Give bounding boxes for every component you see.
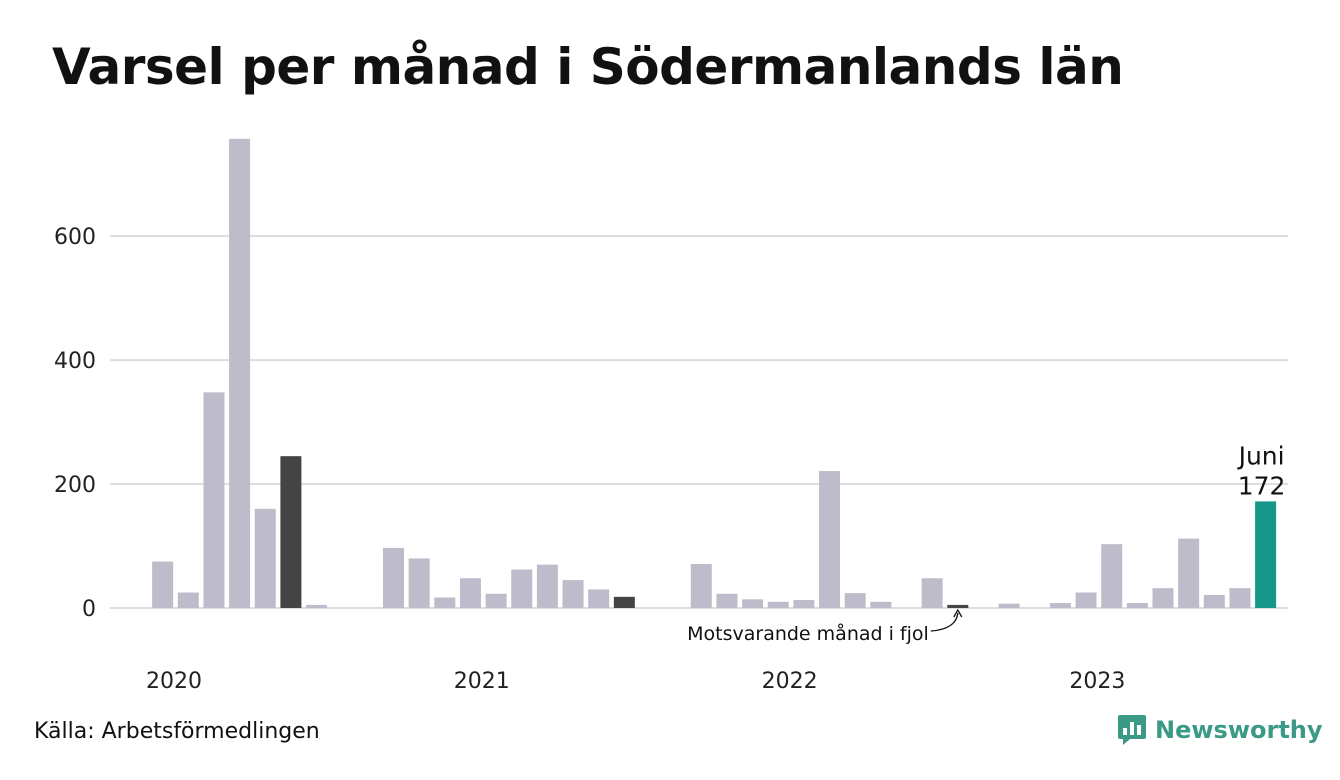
- bar: [1152, 588, 1174, 608]
- bar: [229, 138, 251, 609]
- bar: [152, 561, 174, 608]
- bar: [588, 589, 610, 608]
- bar: [947, 604, 969, 608]
- bar: [1255, 501, 1277, 608]
- bar: [254, 508, 276, 608]
- bar: [434, 597, 456, 608]
- page-title: Varsel per månad i Södermanlands län: [52, 38, 1124, 96]
- y-tick-label: 200: [54, 473, 96, 498]
- bar: [280, 456, 302, 608]
- bar: [844, 593, 866, 608]
- bar: [1203, 594, 1225, 608]
- bar: [1126, 603, 1148, 608]
- bar: [306, 604, 328, 608]
- x-axis-year-labels: 2020 2021 2022 2023: [146, 669, 1125, 694]
- current-month-label: Juni: [1237, 441, 1285, 470]
- y-axis-labels: 0 200 400 600: [54, 225, 96, 622]
- y-tick-label: 0: [82, 597, 96, 622]
- source-note: Källa: Arbetsförmedlingen: [34, 719, 320, 744]
- bar: [793, 599, 815, 608]
- x-year-label: 2020: [146, 669, 202, 694]
- bar: [511, 569, 533, 608]
- current-value-label: 172: [1238, 471, 1286, 500]
- brand-logo: Newsworthy: [1117, 714, 1323, 746]
- annotation-label: Motsvarande månad i fjol: [687, 622, 929, 645]
- bar: [870, 601, 892, 608]
- bar: [613, 596, 635, 608]
- annotation-arrowhead: [953, 608, 963, 618]
- bar: [767, 601, 789, 608]
- bar: [1178, 538, 1200, 608]
- bar: [1075, 592, 1097, 608]
- bar: [998, 603, 1020, 608]
- bar: [203, 392, 225, 608]
- brand-name: Newsworthy: [1155, 716, 1323, 744]
- bar: [716, 593, 738, 608]
- bar: [690, 563, 712, 608]
- newsworthy-logo-icon: [1118, 715, 1146, 745]
- annotation-arrow: [930, 612, 959, 632]
- y-tick-label: 600: [54, 225, 96, 250]
- bar: [383, 547, 404, 608]
- bar: [742, 599, 764, 608]
- bar: [921, 578, 943, 608]
- bar: [408, 558, 430, 608]
- y-tick-label: 400: [54, 349, 96, 374]
- bar: [1101, 544, 1123, 608]
- bar: [459, 578, 481, 608]
- bar: [1049, 603, 1071, 608]
- x-year-label: 2021: [454, 669, 510, 694]
- x-year-label: 2023: [1069, 669, 1125, 694]
- bar: [177, 592, 199, 608]
- bar: [562, 580, 584, 608]
- bar: [485, 593, 507, 608]
- bar: [536, 564, 558, 608]
- bar: [819, 471, 841, 608]
- bar: [1229, 588, 1251, 608]
- bars: [152, 138, 1277, 609]
- x-year-label: 2022: [762, 669, 818, 694]
